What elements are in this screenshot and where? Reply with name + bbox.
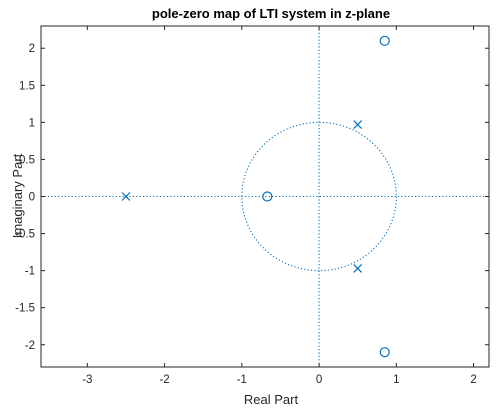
zero-marker [262,191,273,202]
y-axis-label: Imaginary Part [10,153,25,238]
y-tick-label: -2 [25,340,35,352]
x-tick-label: 1 [393,374,399,386]
pole-marker [353,120,363,130]
y-tick-label: 0.5 [19,154,35,166]
data-marks [121,35,390,358]
axes-box [40,25,490,368]
axis-ticks: -3 -2 -1 0 1 2 2 1.5 1 0.5 0 -0.5 -1 -1.5 -2 [15,26,489,386]
y-tick-label: -1.5 [15,303,35,315]
y-tick-label: 1.5 [19,80,35,92]
x-tick-label: -3 [82,374,92,386]
x-tick-label: 0 [316,374,322,386]
y-tick-label: 0 [29,192,35,204]
pole-marker [353,263,363,273]
x-tick-label: -2 [159,374,169,386]
y-tick-label: -1 [25,266,35,278]
x-axis-label: Real Part [244,392,299,407]
x-tick-label: -1 [237,374,247,386]
unit-circle [241,121,397,272]
reference-lines [41,26,489,367]
y-tick-label: 1 [29,117,35,129]
pole-marker [121,192,131,201]
zero-marker [379,347,390,358]
chart-title: pole-zero map of LTI system in z-plane [152,6,390,21]
y-tick-label: -0.5 [15,229,35,241]
plot-area: -3 -2 -1 0 1 2 2 1.5 1 0.5 0 -0.5 -1 -1.5 -2 [15,25,490,386]
y-tick-label: 2 [29,43,35,55]
zero-marker [379,35,390,46]
x-tick-label: 2 [470,374,476,386]
